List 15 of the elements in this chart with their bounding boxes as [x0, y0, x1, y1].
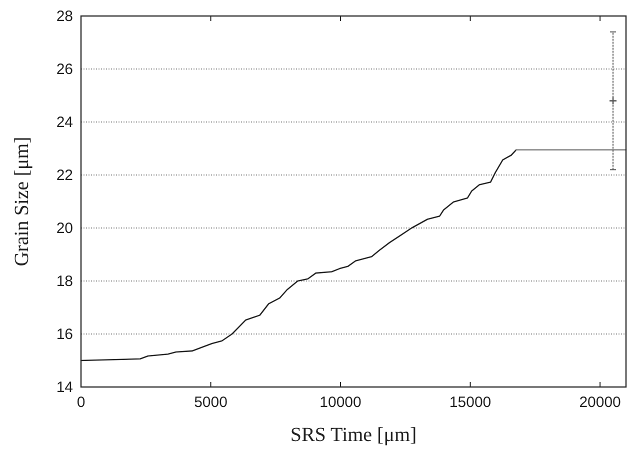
y-tick-label: 22 [56, 167, 73, 184]
y-tick-label: 28 [56, 8, 73, 25]
x-tick-label: 10000 [320, 394, 362, 411]
y-tick-label: 16 [56, 326, 73, 343]
x-tick-label: 5000 [194, 394, 228, 411]
y-tick-label: 18 [56, 273, 73, 290]
x-axis-title: SRS Time [μm] [290, 424, 417, 446]
x-tick-label: 20000 [579, 394, 621, 411]
x-tick-label: 0 [76, 394, 86, 411]
y-axis-title: Grain Size [μm] [11, 136, 33, 266]
y-tick-label: 24 [56, 114, 73, 131]
y-tick-label: 20 [56, 220, 73, 237]
y-tick-label: 26 [56, 61, 73, 78]
x-tick-label: 15000 [449, 394, 492, 411]
y-tick-label: 14 [56, 379, 73, 396]
